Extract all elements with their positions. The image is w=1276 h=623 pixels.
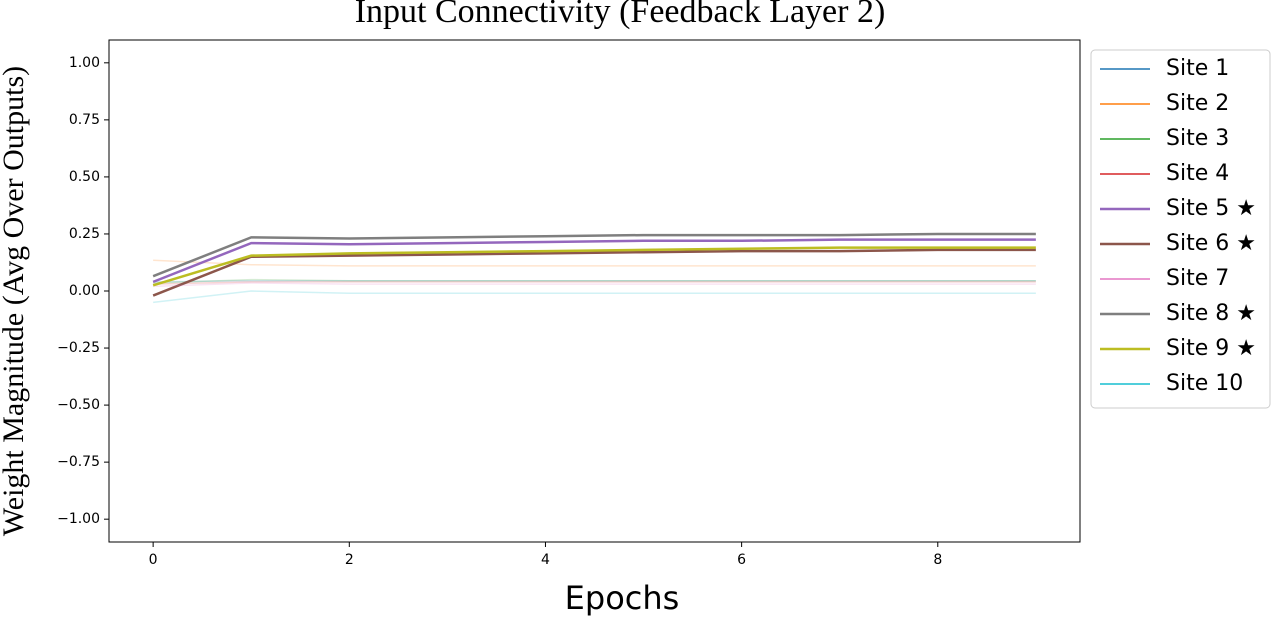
series-line <box>153 259 1036 267</box>
series-line <box>153 281 1036 285</box>
x-tick-label: 2 <box>345 552 354 568</box>
series-line <box>153 282 1036 288</box>
series-line <box>153 279 1036 283</box>
x-tick-label: 4 <box>541 552 550 568</box>
legend-label: Site 6 ★ <box>1166 231 1256 256</box>
legend-label: Site 4 <box>1166 161 1229 186</box>
y-tick-label: −0.50 <box>57 397 100 413</box>
y-tick-label: 1.00 <box>69 55 100 71</box>
y-tick-label: 0.25 <box>69 226 100 242</box>
x-tick-label: 6 <box>737 552 746 568</box>
legend-label: Site 5 ★ <box>1166 196 1256 221</box>
x-tick-label: 8 <box>933 552 942 568</box>
series-line <box>153 290 1036 304</box>
y-tick-label: −0.75 <box>57 454 100 470</box>
series-line <box>153 278 1036 284</box>
y-axis-label: Weight Magnitude (Avg Over Outputs) <box>0 66 30 536</box>
legend-label: Site 1 <box>1166 56 1229 81</box>
series-line <box>152 238 1036 284</box>
series-line <box>152 248 1036 297</box>
series-line <box>152 246 1036 287</box>
plot-frame <box>108 39 1081 543</box>
series-line <box>152 232 1036 278</box>
legend-label: Site 7 <box>1166 266 1229 291</box>
y-tick-label: −1.00 <box>57 511 100 527</box>
x-axis-label: Epochs <box>565 579 680 617</box>
y-tick-label: 0.00 <box>69 283 100 299</box>
chart-title: Input Connectivity (Feedback Layer 2) <box>355 0 886 30</box>
legend-label: Site 8 ★ <box>1166 301 1256 326</box>
legend-label: Site 3 <box>1166 126 1229 151</box>
x-tick-label: 0 <box>149 552 158 568</box>
legend-label: Site 2 <box>1166 91 1229 116</box>
y-tick-label: 0.50 <box>69 169 100 185</box>
y-tick-label: −0.25 <box>57 340 100 356</box>
legend-label: Site 10 <box>1166 371 1243 396</box>
y-tick-label: 0.75 <box>69 112 100 128</box>
legend-label: Site 9 ★ <box>1166 336 1256 361</box>
